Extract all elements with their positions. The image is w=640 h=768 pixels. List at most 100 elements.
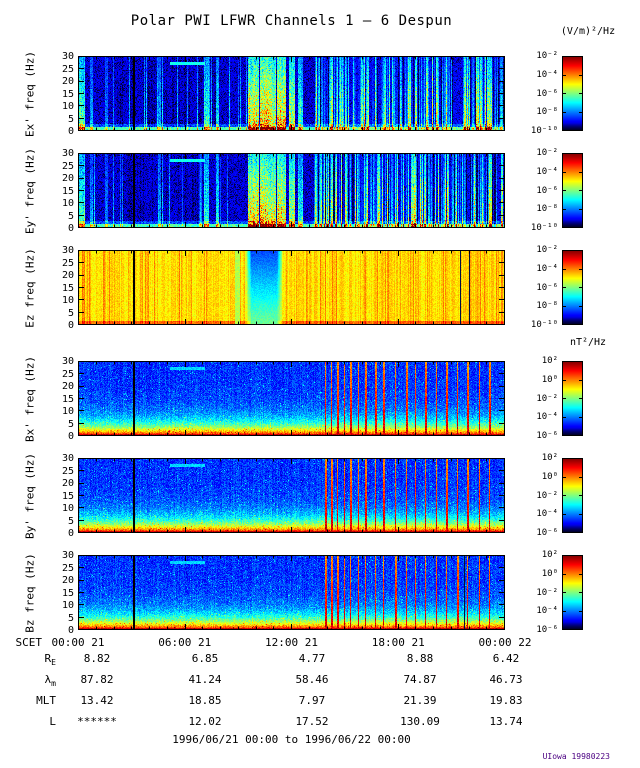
ephemeris-value: 18.85: [188, 694, 222, 707]
ytick-label: 0: [67, 223, 74, 234]
ephemeris-value: 130.09: [400, 715, 440, 728]
colorbar-tick-label: 10⁻²: [536, 245, 558, 255]
ytick-label: 25: [61, 368, 74, 380]
ephemeris-value: 12.02: [188, 715, 222, 728]
ytick-label: 0: [67, 320, 74, 331]
colorbar-tick-label: 10⁻²: [536, 587, 558, 598]
ytick-label: 5: [67, 515, 74, 527]
ephemeris-label-sub: m: [51, 679, 56, 689]
time-range-label: 1996/06/21 00:00 to 1996/06/22 00:00: [172, 733, 411, 746]
ephemeris-value: 19.83: [489, 694, 523, 707]
ytick-label: 20: [61, 575, 74, 586]
ylabel-ex: Ex' freq (Hz): [23, 50, 37, 137]
xtick-label: 00:00 21: [51, 636, 105, 649]
ephemeris-value: 6.42: [492, 652, 520, 665]
chart-title: Polar PWI LFWR Channels 1 — 6 Despun: [130, 13, 453, 29]
spectrogram-by: [78, 458, 505, 533]
ephemeris-value: 21.39: [403, 694, 437, 707]
ylabel-bx: Bx' freq (Hz): [23, 355, 37, 442]
ytick-label: 15: [61, 393, 74, 405]
colorbar-tick-label: 10⁻⁴: [536, 412, 558, 423]
ytick-label: 5: [67, 210, 74, 222]
ytick-label: 15: [61, 587, 74, 599]
ytick-label: 30: [61, 356, 74, 367]
ytick-label: 10: [61, 101, 74, 112]
spectrogram-bz: [78, 555, 505, 630]
x-axis-label: SCET: [15, 636, 43, 649]
ytick-label: 25: [61, 160, 74, 172]
spectrogram-ey: [78, 153, 505, 228]
ytick-label: 0: [67, 126, 74, 137]
ephemeris-value: 13.42: [80, 694, 114, 707]
colorbar-tick-label: 10⁻⁸: [536, 107, 558, 118]
colorbar-tick-label: 10⁻⁶: [536, 282, 558, 293]
ytick-label: 10: [61, 406, 74, 417]
colorbar-tick-label: 10⁻⁴: [536, 69, 558, 80]
spectrogram-ez: [78, 250, 505, 325]
ephemeris-value: 13.74: [489, 715, 523, 728]
xtick-label: 18:00 21: [371, 636, 425, 649]
ephemeris-value: 17.52: [295, 715, 329, 728]
colorbar-tick-label: 10⁰: [541, 471, 558, 482]
colorbar-tick-label: 10⁻²: [536, 393, 558, 404]
ytick-label: 15: [61, 490, 74, 502]
colorbar-tick-label: 10⁻¹⁰: [530, 223, 558, 233]
ephemeris-value: 8.82: [83, 652, 111, 665]
colorbar-tick-label: 10⁻⁴: [536, 166, 558, 177]
ytick-label: 30: [61, 453, 74, 464]
ytick-label: 10: [61, 600, 74, 611]
colorbar-tick-label: 10⁻⁴: [536, 606, 558, 617]
xtick-label: 06:00 21: [158, 636, 212, 649]
xtick-label: 00:00 22: [478, 636, 532, 649]
colorbar-tick-label: 10⁻⁶: [536, 88, 558, 99]
ylabel-by: By' freq (Hz): [23, 452, 37, 539]
colorbar-tick-label: 10⁻⁴: [536, 263, 558, 274]
ytick-label: 20: [61, 478, 74, 489]
ytick-label: 0: [67, 431, 74, 442]
ytick-label: 0: [67, 528, 74, 539]
colorbar-bx: [562, 361, 583, 436]
ytick-label: 20: [61, 76, 74, 87]
colorbar-tick-label: 10⁻⁶: [536, 528, 558, 538]
colorbar-bz: [562, 555, 583, 630]
ephemeris-row-label: L: [2, 715, 56, 730]
ephemeris-value: 4.77: [298, 652, 326, 665]
colorbar-tick-label: 10⁻⁴: [536, 509, 558, 520]
colorbar-tick-label: 10⁻⁸: [536, 301, 558, 312]
colorbar-tick-label: 10⁻¹⁰: [530, 320, 558, 330]
ytick-label: 20: [61, 173, 74, 184]
ephemeris-label-base: R: [44, 652, 52, 665]
colorbar-by: [562, 458, 583, 533]
ephemeris-label-base: λ: [44, 673, 52, 686]
spectrogram-bx: [78, 361, 505, 436]
ytick-label: 0: [67, 625, 74, 636]
ytick-label: 15: [61, 282, 74, 294]
colorbar-tick-label: 10⁻⁸: [536, 204, 558, 215]
ytick-label: 15: [61, 88, 74, 100]
ytick-label: 10: [61, 198, 74, 209]
ephemeris-row-label: MLT: [2, 694, 56, 709]
ephemeris-label-base: MLT: [36, 694, 56, 707]
ytick-label: 25: [61, 562, 74, 574]
spectrogram-ex: [78, 56, 505, 131]
ytick-label: 5: [67, 307, 74, 319]
ytick-label: 5: [67, 418, 74, 430]
ytick-label: 20: [61, 270, 74, 281]
ephemeris-value: 41.24: [188, 673, 222, 686]
ytick-label: 30: [61, 51, 74, 62]
ephemeris-value: 7.97: [298, 694, 326, 707]
ephemeris-value: ******: [77, 715, 117, 728]
colorbar-tick-label: 10⁻²: [536, 51, 558, 61]
ephemeris-label-sub: E: [51, 658, 56, 668]
colorbar-tick-label: 10⁰: [541, 374, 558, 385]
ytick-label: 30: [61, 550, 74, 561]
colorbar-tick-label: 10²: [541, 453, 558, 463]
colorbar-tick-label: 10⁰: [541, 568, 558, 579]
ephemeris-value: 87.82: [80, 673, 114, 686]
credit-label: UIowa 19980223: [542, 752, 610, 761]
colorbar-tick-label: 10⁻²: [536, 490, 558, 501]
colorbar-tick-label: 10⁻⁶: [536, 625, 558, 635]
colorbar-tick-label: 10⁻¹⁰: [530, 126, 558, 136]
ephemeris-value: 6.85: [191, 652, 219, 665]
